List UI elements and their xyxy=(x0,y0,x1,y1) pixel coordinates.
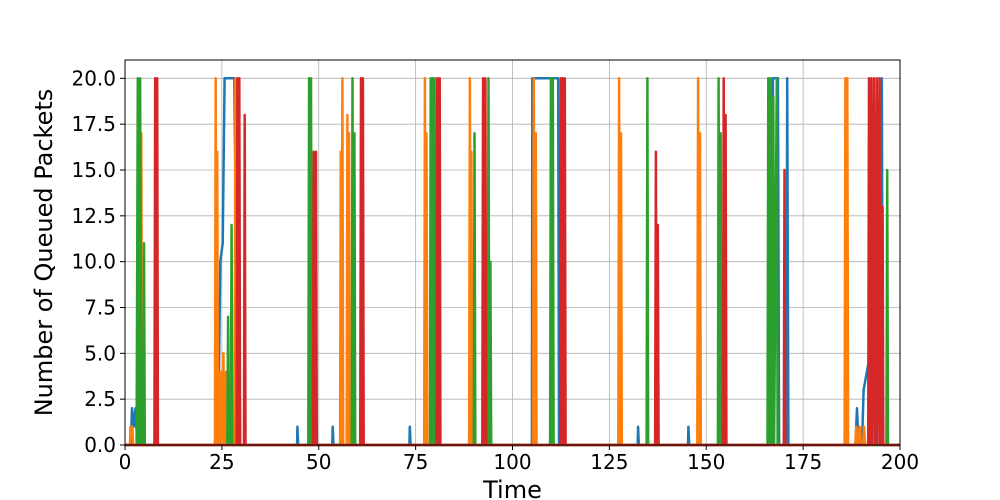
x-tick-label: 50 xyxy=(306,450,331,474)
y-tick-label: 2.5 xyxy=(84,387,116,411)
y-tick-label: 20.0 xyxy=(71,66,116,90)
x-tick-label: 200 xyxy=(881,450,919,474)
y-axis-ticks: 0.0 2.5 5.0 7.5 10.0 12.5 15.0 17.5 20.0 xyxy=(71,66,125,457)
x-tick-label: 100 xyxy=(493,450,531,474)
x-tick-label: 75 xyxy=(403,450,428,474)
y-tick-label: 7.5 xyxy=(84,296,116,320)
y-tick-label: 10.0 xyxy=(71,250,116,274)
y-tick-label: 15.0 xyxy=(71,158,116,182)
x-tick-label: 175 xyxy=(784,450,822,474)
series-line-1 xyxy=(125,77,900,447)
x-tick-label: 125 xyxy=(590,450,628,474)
y-tick-label: 12.5 xyxy=(71,204,116,228)
x-tick-label: 25 xyxy=(209,450,234,474)
x-axis-ticks: 0 25 50 75 100 125 150 175 200 xyxy=(119,445,919,474)
y-tick-label: 0.0 xyxy=(84,433,116,457)
x-tick-label: 0 xyxy=(119,450,132,474)
x-axis-label: Time xyxy=(482,476,542,500)
y-axis-label: Number of Queued Packets xyxy=(30,89,58,417)
y-tick-label: 5.0 xyxy=(84,341,116,365)
y-tick-label: 17.5 xyxy=(71,112,116,136)
series-line-2 xyxy=(125,77,900,447)
series-line-3 xyxy=(125,77,900,447)
x-tick-label: 150 xyxy=(687,450,725,474)
